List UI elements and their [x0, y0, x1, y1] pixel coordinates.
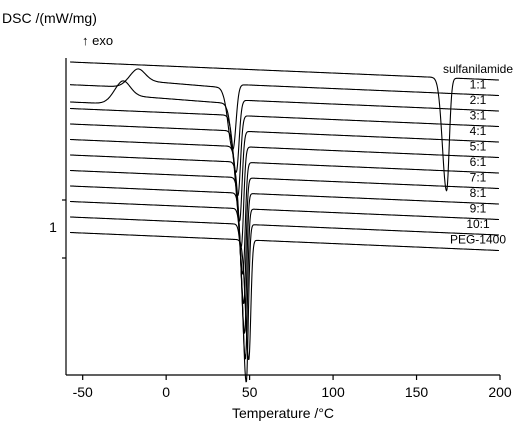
series-label: 7:1 — [470, 170, 487, 184]
dsc-curve — [69, 185, 500, 334]
dsc-curves — [69, 61, 500, 383]
x-tick-label: 200 — [488, 384, 512, 400]
dsc-curve — [69, 169, 500, 304]
series-label: 8:1 — [470, 186, 487, 200]
x-axis-title: Temperature /°C — [232, 405, 334, 421]
dsc-curve — [69, 200, 500, 360]
series-label: 3:1 — [470, 108, 487, 122]
x-tick-label: 0 — [162, 384, 170, 400]
dsc-curve — [69, 231, 500, 361]
series-label: 1:1 — [470, 77, 487, 91]
series-label: PEG-1400 — [450, 232, 506, 246]
series-label: 6:1 — [470, 155, 487, 169]
dsc-curve — [69, 107, 500, 197]
x-tick-label: -50 — [73, 384, 93, 400]
series-label: 5:1 — [470, 139, 487, 153]
exo-direction-label: ↑ exo — [82, 33, 113, 48]
series-label: sulfanilamide — [443, 62, 513, 76]
y-axis-title: DSC /(mW/mg) — [2, 10, 97, 26]
scale-bar-label: 1 — [49, 219, 57, 235]
dsc-curve — [69, 138, 500, 247]
dsc-curve — [69, 216, 500, 383]
dsc-curve — [69, 80, 500, 173]
dsc-curve — [69, 68, 500, 151]
x-axis-ticks: -50 0 50 100 150 200 — [73, 375, 512, 400]
series-label: 10:1 — [466, 217, 490, 231]
x-tick-label: 50 — [242, 384, 258, 400]
x-tick-label: 100 — [321, 384, 345, 400]
x-tick-label: 150 — [405, 384, 429, 400]
series-label: 9:1 — [470, 201, 487, 215]
dsc-curve — [69, 123, 500, 222]
dsc-curve — [69, 154, 500, 275]
series-label: 2:1 — [470, 93, 487, 107]
dsc-curve — [69, 61, 500, 192]
series-label: 4:1 — [470, 124, 487, 138]
